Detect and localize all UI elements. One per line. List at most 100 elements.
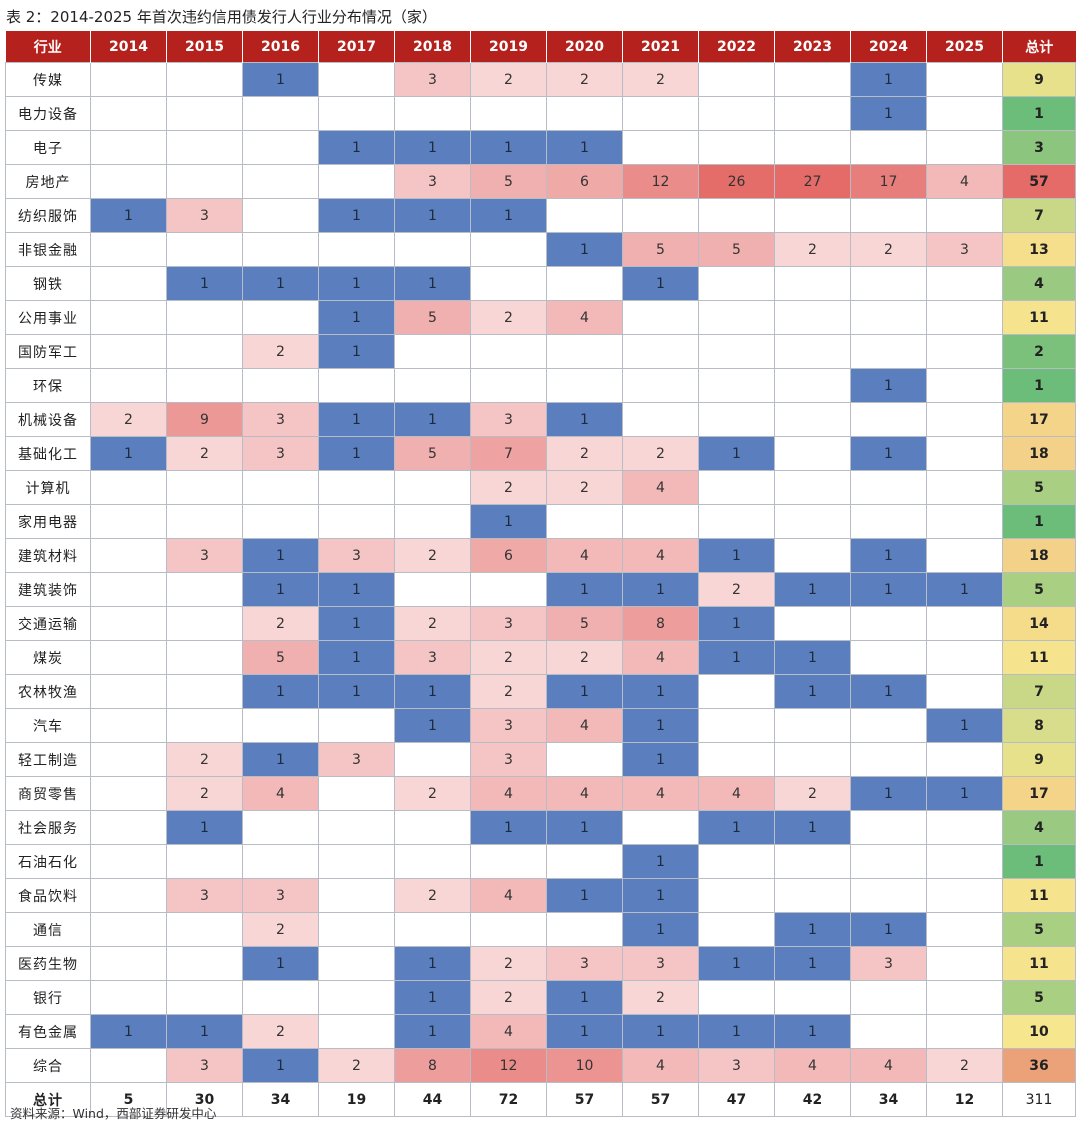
- value-cell: 4: [546, 538, 623, 573]
- value-cell: [850, 266, 927, 301]
- value-cell: [318, 232, 395, 267]
- value-cell: 2: [622, 436, 699, 471]
- value-cell: 1: [470, 810, 547, 845]
- value-cell: 1: [622, 742, 699, 777]
- row-total-cell: 57: [1002, 164, 1076, 199]
- value-cell: [546, 742, 623, 777]
- row-total-cell: 11: [1002, 878, 1076, 913]
- value-cell: 1: [546, 1014, 623, 1049]
- value-cell: [470, 334, 547, 369]
- value-cell: 1: [774, 572, 851, 607]
- value-cell: [926, 96, 1003, 131]
- default-distribution-table: 行业 2014 2015 2016 2017 2018 2019 2020 20…: [5, 31, 1076, 1117]
- value-cell: 1: [394, 130, 471, 165]
- value-cell: 4: [622, 776, 699, 811]
- table-row: 综合 3 1 2 8 12 10 4 3 4 4 2 36: [5, 1048, 1076, 1083]
- value-cell: [698, 130, 775, 165]
- value-cell: 1: [774, 912, 851, 947]
- table-row: 传媒 1 3 2 2 2 1 9: [5, 62, 1076, 97]
- value-cell: 1: [622, 1014, 699, 1049]
- value-cell: [242, 130, 319, 165]
- value-cell: 5: [242, 640, 319, 675]
- value-cell: [774, 402, 851, 437]
- header-year: 2015: [166, 31, 243, 63]
- value-cell: 1: [318, 674, 395, 709]
- value-cell: 1: [774, 1014, 851, 1049]
- value-cell: [394, 742, 471, 777]
- header-year: 2014: [90, 31, 167, 63]
- value-cell: 3: [166, 198, 243, 233]
- value-cell: [90, 810, 167, 845]
- value-cell: 1: [774, 810, 851, 845]
- value-cell: [698, 62, 775, 97]
- industry-cell: 非银金融: [5, 232, 91, 267]
- value-cell: [926, 470, 1003, 505]
- industry-cell: 电子: [5, 130, 91, 165]
- value-cell: 1: [622, 266, 699, 301]
- value-cell: 3: [926, 232, 1003, 267]
- value-cell: [90, 844, 167, 879]
- value-cell: [926, 1014, 1003, 1049]
- value-cell: [546, 844, 623, 879]
- value-cell: 3: [318, 742, 395, 777]
- table-row: 石油石化 1 1: [5, 844, 1076, 879]
- table-row: 商贸零售 2 4 2 4 4 4 4 2 1 1 17: [5, 776, 1076, 811]
- value-cell: [90, 674, 167, 709]
- value-cell: [774, 538, 851, 573]
- value-cell: [90, 640, 167, 675]
- value-cell: 2: [470, 980, 547, 1015]
- value-cell: 1: [774, 640, 851, 675]
- row-total-cell: 17: [1002, 402, 1076, 437]
- row-total-cell: 1: [1002, 368, 1076, 403]
- value-cell: [470, 96, 547, 131]
- value-cell: 1: [318, 606, 395, 641]
- value-cell: 4: [926, 164, 1003, 199]
- value-cell: [166, 980, 243, 1015]
- value-cell: 2: [394, 538, 471, 573]
- industry-cell: 建筑材料: [5, 538, 91, 573]
- table-row: 银行 1 2 1 2 5: [5, 980, 1076, 1015]
- value-cell: [242, 810, 319, 845]
- value-cell: 4: [546, 708, 623, 743]
- value-cell: 3: [242, 402, 319, 437]
- value-cell: [90, 164, 167, 199]
- value-cell: [242, 96, 319, 131]
- table-row: 国防军工 2 1 2: [5, 334, 1076, 369]
- value-cell: [90, 1048, 167, 1083]
- value-cell: 5: [394, 436, 471, 471]
- row-total-cell: 1: [1002, 96, 1076, 131]
- value-cell: [622, 368, 699, 403]
- row-total-cell: 11: [1002, 946, 1076, 981]
- value-cell: [774, 742, 851, 777]
- value-cell: [242, 164, 319, 199]
- value-cell: [166, 844, 243, 879]
- value-cell: 2: [622, 62, 699, 97]
- value-cell: 1: [546, 130, 623, 165]
- header-year: 2018: [394, 31, 471, 63]
- value-cell: 2: [546, 470, 623, 505]
- value-cell: 1: [318, 266, 395, 301]
- value-cell: [774, 266, 851, 301]
- value-cell: 1: [394, 1014, 471, 1049]
- value-cell: [166, 164, 243, 199]
- value-cell: 1: [394, 402, 471, 437]
- value-cell: [90, 62, 167, 97]
- row-total-cell: 11: [1002, 640, 1076, 675]
- value-cell: [926, 606, 1003, 641]
- value-cell: 1: [850, 912, 927, 947]
- value-cell: [546, 96, 623, 131]
- industry-cell: 机械设备: [5, 402, 91, 437]
- value-cell: [926, 334, 1003, 369]
- value-cell: [318, 912, 395, 947]
- value-cell: 1: [90, 198, 167, 233]
- value-cell: [242, 198, 319, 233]
- table-row: 环保 1 1: [5, 368, 1076, 403]
- summary-value-cell: 57: [622, 1082, 699, 1117]
- row-total-cell: 11: [1002, 300, 1076, 335]
- value-cell: [850, 980, 927, 1015]
- value-cell: [90, 912, 167, 947]
- value-cell: 3: [394, 640, 471, 675]
- row-total-cell: 13: [1002, 232, 1076, 267]
- value-cell: [698, 96, 775, 131]
- industry-cell: 电力设备: [5, 96, 91, 131]
